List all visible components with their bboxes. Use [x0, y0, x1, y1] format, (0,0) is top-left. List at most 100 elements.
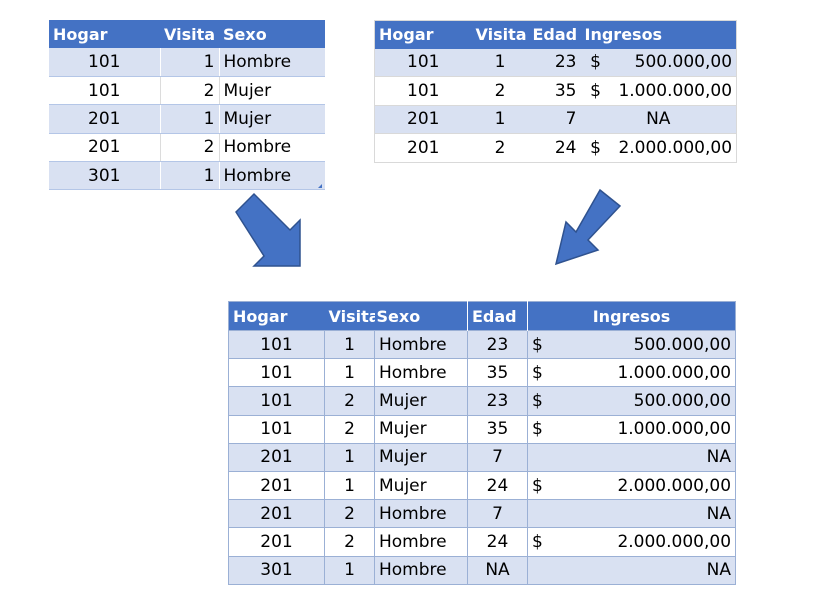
header-visita: Visita — [324, 301, 375, 331]
table-row: 101 2 35 $1.000.000,00 — [374, 76, 737, 106]
cell-visita: 1 — [159, 161, 219, 191]
cell-ingresos: 500.000,00 — [561, 386, 737, 416]
cell-edad: NA — [467, 555, 528, 585]
cell-edad: 23 — [467, 386, 528, 416]
cell-visita: 2 — [471, 76, 529, 106]
cell-ingresos: 1.000.000,00 — [561, 358, 737, 388]
header-row: Hogar Visita Sexo — [49, 20, 325, 48]
cell-visita: 1 — [159, 48, 219, 77]
cell-edad: 35 — [528, 76, 581, 106]
cell-sexo: Mujer — [218, 76, 325, 106]
cell-sexo: Mujer — [374, 470, 468, 501]
cell-currency: $ — [527, 329, 562, 360]
cell-currency: $ — [580, 76, 611, 106]
cell-ingresos: NA — [561, 555, 737, 585]
cell-currency — [527, 555, 562, 585]
cell-visita: 1 — [324, 442, 375, 472]
cell-hogar: 201 — [228, 499, 325, 529]
cell-visita: 1 — [159, 104, 219, 134]
header-ingresos: Ingresos — [526, 301, 736, 331]
cell-ingresos: NA — [561, 442, 737, 472]
cell-visita: 1 — [471, 105, 529, 135]
table-sexo: Hogar Visita Sexo 101 1 Hombre 101 2 Mujer 201… — [49, 20, 325, 191]
arrow-right-icon — [554, 188, 622, 266]
cell-visita: 2 — [324, 499, 375, 529]
cell-hogar: 201 — [228, 470, 325, 501]
table-row: 101 2 Mujer 23 $500.000,00 — [228, 386, 737, 416]
header-hogar: Hogar — [228, 301, 325, 331]
cell-sexo: Hombre — [218, 133, 325, 163]
cell-currency: $ — [527, 358, 562, 388]
header-hogar: Hogar — [49, 20, 160, 48]
table-row: 101 1 Hombre 23 $500.000,00 — [228, 329, 737, 360]
header-visita: Visita — [160, 20, 219, 48]
cell-hogar: 201 — [49, 133, 160, 163]
cell-sexo: Hombre — [218, 161, 325, 191]
cell-hogar: 301 — [228, 555, 325, 585]
header-row: Hogar Visita Edad Ingresos — [374, 20, 737, 49]
cell-visita: 1 — [471, 48, 529, 78]
cell-ingresos: NA — [580, 105, 737, 135]
table-row: 201 2 Hombre 24 $2.000.000,00 — [228, 527, 737, 557]
cell-hogar: 101 — [228, 358, 325, 388]
cell-visita: 1 — [324, 358, 375, 388]
cell-hogar: 201 — [374, 105, 472, 135]
cell-visita: 2 — [159, 76, 219, 106]
cell-visita: 2 — [324, 414, 375, 444]
cell-sexo: Hombre — [374, 499, 468, 529]
header-edad: Edad — [528, 20, 581, 49]
cell-edad: 35 — [467, 414, 528, 444]
header-sexo: Sexo — [219, 20, 325, 48]
table-row: 101 2 Mujer 35 $1.000.000,00 — [228, 414, 737, 444]
table-row: 201 2 Hombre 7 NA — [228, 499, 737, 529]
table-row: 201 2 24 $2.000.000,00 — [374, 133, 737, 163]
cell-ingresos: 2.000.000,00 — [561, 470, 737, 501]
cell-edad: 24 — [528, 133, 581, 163]
cell-hogar: 101 — [374, 48, 472, 78]
cell-currency — [527, 499, 562, 529]
cell-edad: 35 — [467, 358, 528, 388]
cell-visita: 2 — [324, 386, 375, 416]
header-visita: Visita — [471, 20, 529, 49]
cell-edad: 24 — [467, 527, 528, 557]
cell-sexo: Hombre — [374, 358, 468, 388]
cell-sexo: Hombre — [374, 555, 468, 585]
cell-sexo: Mujer — [374, 386, 468, 416]
cell-visita: 2 — [159, 133, 219, 163]
header-row: Hogar Visita Sexo Edad Ingresos — [228, 301, 736, 331]
cell-sexo: Mujer — [374, 442, 468, 472]
cell-hogar: 101 — [228, 414, 325, 444]
header-ingresos: Ingresos — [580, 20, 737, 49]
table-row: 301 1 Hombre — [49, 161, 325, 191]
cell-sexo: Hombre — [374, 527, 468, 557]
cell-hogar: 101 — [228, 386, 325, 416]
cell-edad: 24 — [467, 470, 528, 501]
cell-ingresos: 2.000.000,00 — [561, 527, 737, 557]
cell-currency: $ — [527, 414, 562, 444]
cell-hogar: 101 — [374, 76, 472, 106]
cell-hogar: 201 — [228, 442, 325, 472]
table-row: 201 1 Mujer 7 NA — [228, 442, 737, 472]
cell-hogar: 101 — [49, 48, 160, 77]
table-row: 101 1 23 $500.000,00 — [374, 48, 737, 78]
cell-edad: 7 — [528, 105, 581, 135]
cell-ingresos: 500.000,00 — [610, 48, 737, 78]
table-row: 301 1 Hombre NA NA — [228, 555, 737, 585]
cell-sexo: Hombre — [218, 48, 325, 77]
cell-edad: 23 — [467, 329, 528, 360]
cell-currency: $ — [580, 133, 611, 163]
cell-currency: $ — [580, 48, 611, 78]
cell-ingresos: 500.000,00 — [561, 329, 737, 360]
cell-hogar: 201 — [49, 104, 160, 134]
cell-ingresos: NA — [561, 499, 737, 529]
table-resize-handle[interactable] — [318, 184, 322, 188]
cell-visita: 2 — [471, 133, 529, 163]
table-row: 101 1 Hombre 35 $1.000.000,00 — [228, 358, 737, 388]
table-row: 201 1 7 NA — [374, 105, 737, 135]
cell-sexo: Mujer — [218, 104, 325, 134]
cell-hogar: 101 — [228, 329, 325, 360]
table-ingresos: Hogar Visita Edad Ingresos 101 1 23 $500.00… — [374, 20, 738, 163]
table-row: 101 1 Hombre — [49, 48, 325, 77]
header-sexo: Sexo — [374, 301, 468, 331]
table-row: 201 2 Hombre — [49, 133, 325, 163]
